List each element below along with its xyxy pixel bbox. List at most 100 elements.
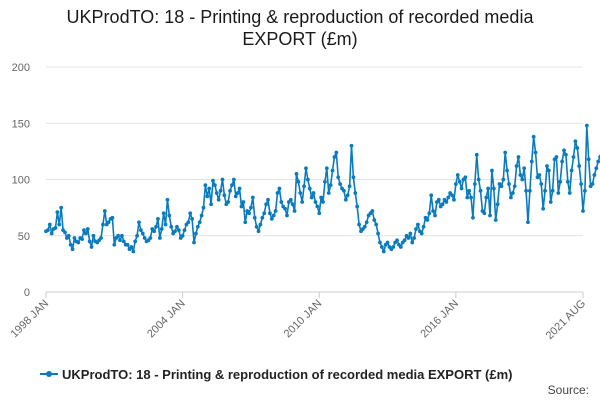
data-point bbox=[516, 155, 521, 159]
data-point bbox=[292, 209, 297, 213]
x-tick-label: 2016 JAN bbox=[418, 298, 461, 341]
data-point bbox=[590, 182, 595, 186]
axis-layer: 0 50 100 150 200 1998 JAN 2004 JAN 2010 JAN 2016… bbox=[8, 62, 588, 342]
data-point bbox=[154, 224, 158, 229]
data-point bbox=[76, 240, 81, 245]
source-label: Source: bbox=[548, 383, 589, 397]
data-point bbox=[137, 220, 141, 225]
data-point bbox=[161, 211, 166, 216]
data-point bbox=[80, 237, 84, 242]
y-tick-label: 150 bbox=[12, 118, 30, 130]
data-point bbox=[436, 197, 441, 202]
data-point bbox=[182, 228, 187, 233]
data-point bbox=[304, 166, 308, 171]
data-point bbox=[512, 184, 517, 189]
data-point bbox=[233, 194, 238, 199]
data-point bbox=[484, 195, 489, 200]
data-point bbox=[125, 242, 130, 247]
data-point bbox=[152, 229, 157, 234]
data-point bbox=[414, 227, 418, 231]
data-point bbox=[543, 188, 547, 193]
data-point bbox=[459, 186, 464, 191]
data-point bbox=[302, 184, 306, 189]
data-point bbox=[195, 224, 200, 229]
data-point bbox=[501, 177, 506, 182]
data-point bbox=[495, 202, 500, 207]
legend-label[interactable]: UKProdTO: 18 - Printing & reproduction o… bbox=[62, 367, 512, 382]
data-point bbox=[129, 245, 134, 249]
data-point bbox=[309, 195, 314, 200]
data-point bbox=[85, 227, 90, 231]
data-point bbox=[277, 186, 282, 191]
data-point bbox=[285, 213, 289, 218]
data-point bbox=[216, 197, 221, 202]
data-point bbox=[427, 211, 432, 216]
data-point bbox=[298, 191, 303, 195]
data-point bbox=[581, 209, 585, 213]
data-point bbox=[300, 200, 305, 204]
data-point bbox=[379, 245, 384, 249]
data-point bbox=[262, 211, 267, 216]
data-point bbox=[518, 173, 523, 177]
data-point bbox=[482, 211, 487, 216]
data-point bbox=[594, 166, 599, 171]
data-point bbox=[296, 179, 301, 184]
data-point bbox=[453, 182, 458, 186]
data-point bbox=[59, 205, 64, 210]
data-point bbox=[334, 150, 339, 155]
data-point bbox=[486, 186, 491, 191]
data-point bbox=[220, 177, 225, 182]
data-point bbox=[558, 179, 563, 184]
data-point bbox=[342, 188, 346, 193]
data-point bbox=[268, 211, 272, 216]
data-point bbox=[163, 222, 168, 227]
data-point bbox=[560, 159, 565, 164]
data-point bbox=[556, 191, 561, 195]
legend[interactable]: UKProdTO: 18 - Printing & reproduction o… bbox=[40, 367, 512, 382]
data-point bbox=[180, 233, 185, 238]
series-layer bbox=[44, 123, 600, 254]
legend-marker bbox=[46, 371, 52, 377]
data-point bbox=[53, 225, 58, 230]
data-point bbox=[508, 195, 513, 200]
data-point bbox=[370, 209, 375, 213]
data-point bbox=[256, 229, 261, 234]
data-point bbox=[275, 191, 280, 195]
data-point bbox=[205, 194, 210, 199]
data-point bbox=[569, 168, 574, 173]
data-point bbox=[452, 197, 456, 202]
data-point bbox=[247, 211, 251, 216]
data-point bbox=[474, 152, 479, 157]
data-point bbox=[583, 188, 587, 193]
data-point bbox=[57, 222, 62, 227]
data-point bbox=[266, 197, 270, 202]
data-point bbox=[70, 247, 75, 252]
data-point bbox=[579, 182, 583, 186]
data-point bbox=[514, 164, 519, 168]
data-point bbox=[592, 173, 597, 177]
data-point bbox=[82, 228, 86, 233]
data-point bbox=[252, 215, 257, 220]
data-point bbox=[531, 134, 536, 139]
data-point bbox=[469, 195, 473, 200]
data-point bbox=[488, 213, 492, 218]
data-point bbox=[433, 213, 437, 218]
data-point bbox=[112, 242, 117, 247]
data-point bbox=[374, 222, 379, 227]
data-point bbox=[91, 233, 96, 238]
data-point bbox=[596, 159, 600, 164]
data-point bbox=[565, 179, 570, 184]
data-point bbox=[241, 200, 246, 204]
data-point bbox=[269, 216, 274, 221]
data-point bbox=[319, 195, 324, 200]
data-point bbox=[412, 236, 417, 240]
data-point bbox=[46, 228, 50, 233]
data-point bbox=[419, 231, 424, 236]
data-point bbox=[167, 213, 172, 218]
data-point bbox=[345, 193, 350, 198]
y-tick-label: 100 bbox=[12, 175, 30, 187]
data-point bbox=[142, 236, 147, 240]
data-point bbox=[192, 240, 196, 245]
data-point bbox=[490, 168, 494, 173]
data-point bbox=[258, 222, 263, 227]
